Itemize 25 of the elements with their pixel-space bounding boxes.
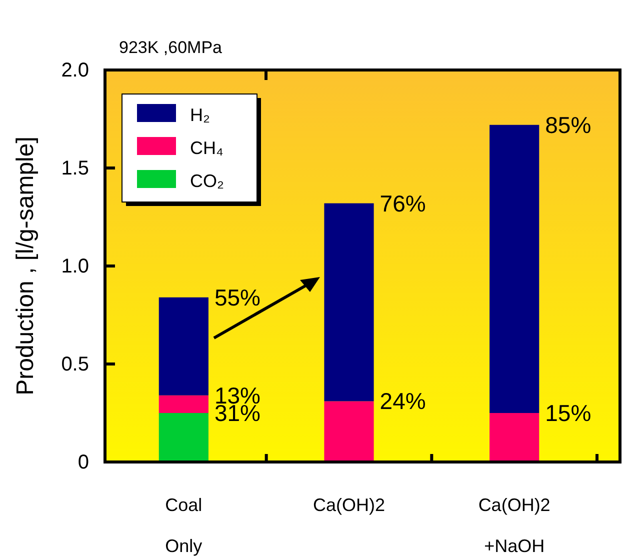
bar: [158, 395, 208, 413]
chart-subtitle: 923K ,60MPa: [119, 38, 223, 57]
y-tick-label: 2.0: [61, 59, 89, 82]
x-tick-label: Ca(OH)2 +NaOH: [478, 495, 550, 556]
bar: [490, 413, 540, 462]
y-tick-label: 1.0: [61, 255, 89, 278]
bar: [158, 413, 208, 462]
legend-label: CO₂: [190, 171, 224, 191]
y-tick-label: 1.5: [61, 157, 89, 180]
x-tick-label: Ca(OH)2: [312, 495, 386, 515]
y-tick-label: 0: [78, 451, 89, 474]
y-axis-title: Production , [l/g-sample]: [12, 136, 39, 396]
annotation: 85%: [545, 112, 592, 138]
bar: [158, 297, 208, 396]
x-tick-label: Coal Only: [165, 495, 202, 556]
bar: [324, 203, 374, 402]
annotation: 55%: [214, 284, 261, 310]
legend-label: CH₄: [190, 138, 224, 158]
annotation: 24%: [380, 388, 426, 414]
annotation: 15%: [545, 400, 592, 426]
y-tick-label: 0.5: [61, 353, 89, 376]
bar: [490, 124, 540, 413]
legend-label: H₂: [190, 105, 210, 125]
bar: [324, 401, 374, 462]
annotation: 76%: [380, 190, 426, 216]
